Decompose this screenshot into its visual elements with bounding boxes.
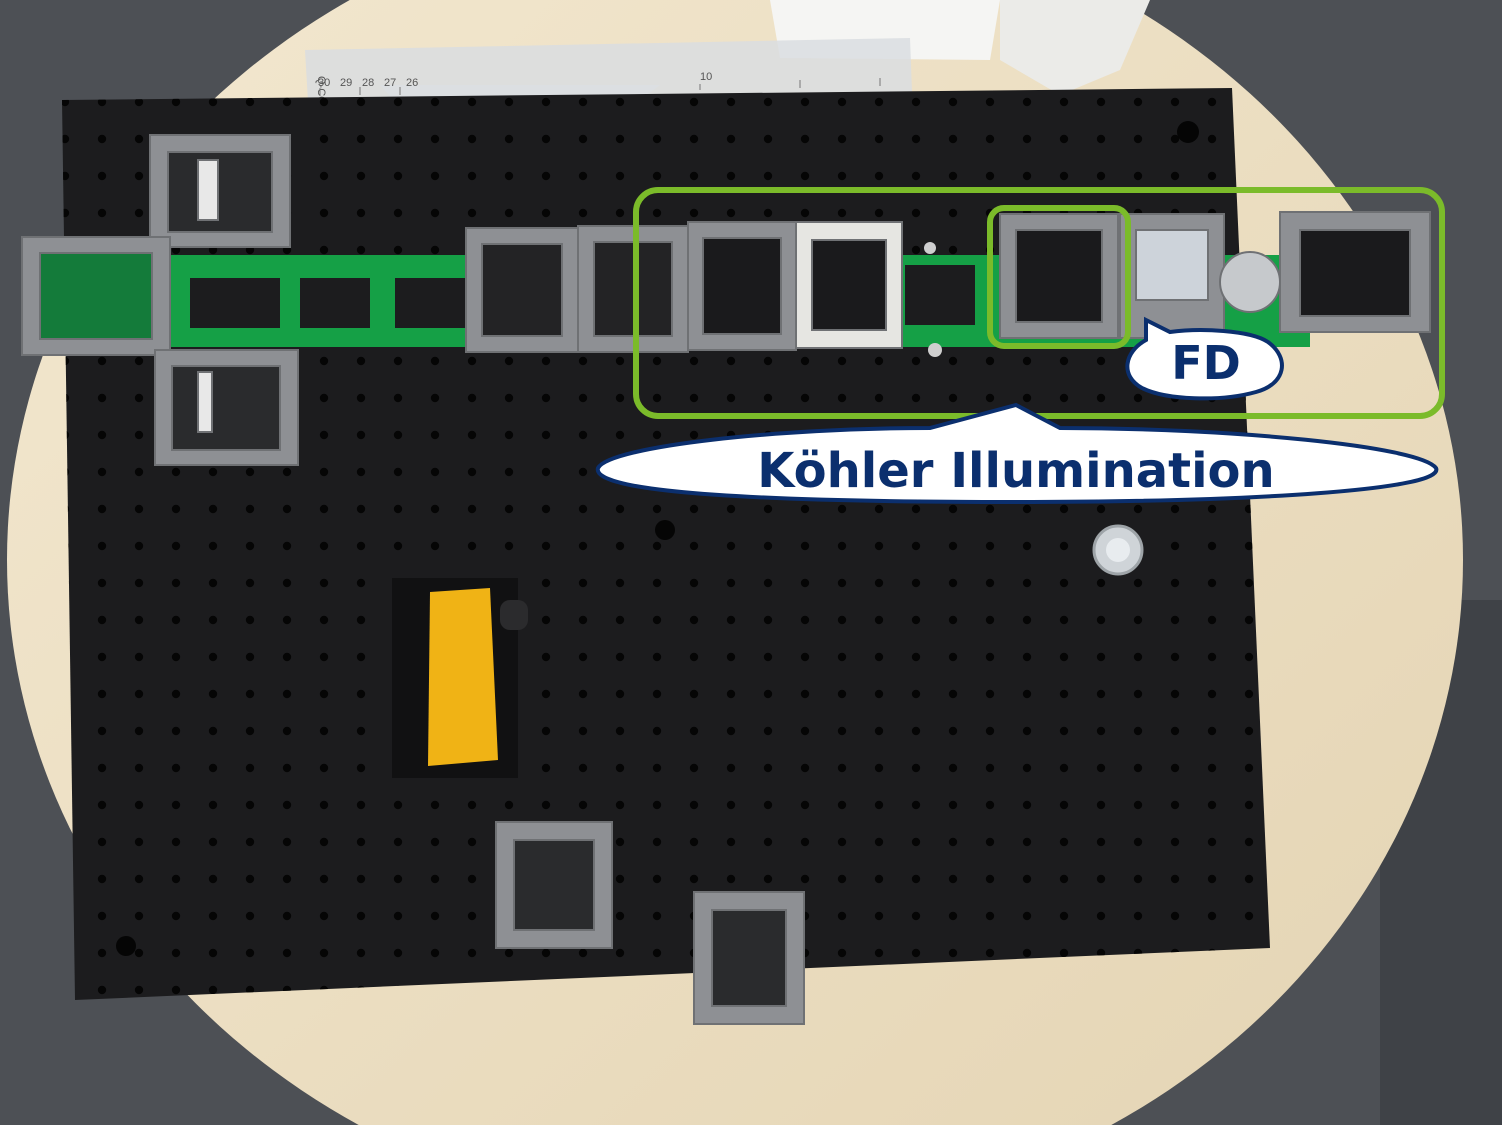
svg-text:27: 27	[384, 77, 396, 89]
glass-lens-part	[1092, 524, 1144, 576]
svg-text:30: 30	[318, 77, 330, 89]
field-diaphragm-highlight-box	[987, 205, 1131, 349]
kohler-illumination-callout: Köhler Illumination	[595, 402, 1439, 505]
svg-text:28: 28	[362, 77, 374, 89]
svg-text:26: 26	[406, 77, 418, 89]
svg-text:29: 29	[340, 77, 352, 89]
cube-cage-group	[21, 134, 1431, 1025]
fd-label: FD	[1171, 336, 1241, 390]
svg-text:10: 10	[700, 71, 712, 83]
fd-callout: FD	[1125, 316, 1284, 401]
sample-holder	[392, 578, 528, 778]
kohler-illumination-label: Köhler Illumination	[757, 443, 1274, 499]
